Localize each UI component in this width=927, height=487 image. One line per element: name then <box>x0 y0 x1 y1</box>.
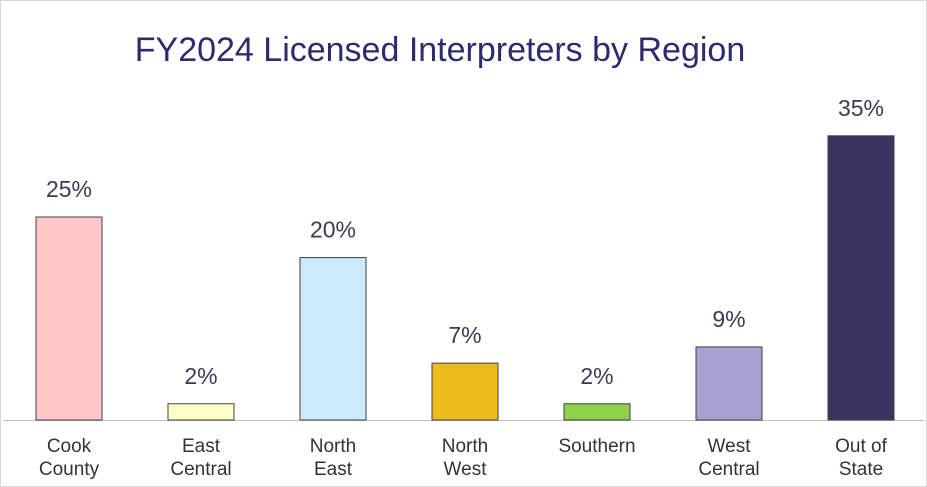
bar <box>563 403 631 421</box>
data-label: 2% <box>580 363 613 389</box>
bar <box>695 346 763 421</box>
bar <box>35 216 103 421</box>
data-label: 25% <box>46 176 92 202</box>
x-tick-label: East Central <box>170 436 232 480</box>
x-tick-label: West Central <box>698 436 760 480</box>
data-label: 35% <box>838 95 884 121</box>
data-label: 2% <box>184 363 217 389</box>
x-tick-label: North East <box>309 436 357 480</box>
x-tick-label: North West <box>441 436 489 480</box>
x-tick-label: Out of State <box>835 436 887 480</box>
bar <box>431 362 499 421</box>
chart-title: FY2024 Licensed Interpreters by Region <box>135 31 745 69</box>
bar <box>167 403 235 421</box>
data-label: 7% <box>448 322 481 348</box>
x-tick-label: Cook County <box>38 436 100 480</box>
x-tick-label: Southern <box>558 436 636 457</box>
data-label: 20% <box>310 217 356 243</box>
bar <box>299 257 367 421</box>
data-label: 9% <box>712 306 745 332</box>
bar <box>827 135 895 421</box>
